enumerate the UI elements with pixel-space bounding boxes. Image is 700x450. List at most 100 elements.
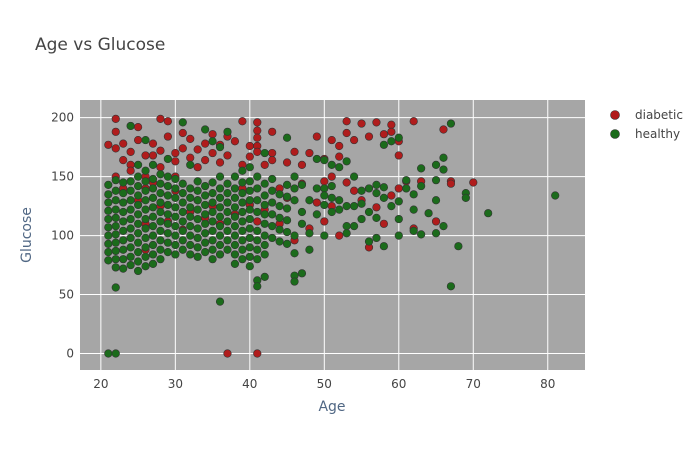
point-healthy: [178, 179, 187, 188]
point-diabetic: [193, 163, 202, 172]
point-healthy: [126, 186, 135, 195]
point-healthy: [446, 282, 456, 291]
point-diabetic: [469, 178, 478, 187]
point-healthy: [335, 163, 344, 172]
point-healthy: [364, 237, 374, 246]
point-healthy: [126, 214, 135, 224]
point-healthy: [163, 210, 172, 219]
point-healthy: [201, 229, 210, 238]
point-diabetic: [327, 172, 336, 181]
legend-item-healthy[interactable]: healthy: [610, 127, 681, 141]
point-healthy: [409, 226, 418, 235]
point-healthy: [171, 222, 180, 231]
y-tick-label: 50: [59, 288, 74, 302]
point-healthy: [156, 189, 165, 198]
point-healthy: [238, 207, 247, 217]
point-healthy: [148, 160, 158, 169]
point-diabetic: [163, 117, 172, 126]
point-healthy: [104, 198, 113, 207]
point-healthy: [238, 255, 247, 264]
point-healthy: [193, 252, 202, 261]
point-healthy: [171, 184, 180, 193]
y-tick-label: 150: [51, 170, 74, 184]
point-healthy: [148, 203, 158, 212]
point-healthy: [141, 166, 150, 175]
point-healthy: [111, 283, 120, 292]
point-healthy: [245, 163, 254, 172]
point-healthy: [171, 240, 180, 250]
point-healthy: [148, 259, 158, 268]
point-healthy: [111, 186, 120, 195]
point-diabetic: [245, 141, 254, 151]
point-healthy: [223, 245, 232, 254]
point-healthy: [148, 240, 158, 250]
point-healthy: [260, 240, 269, 250]
point-diabetic: [342, 128, 351, 138]
series-healthy: [104, 118, 560, 358]
point-healthy: [193, 214, 202, 224]
point-healthy: [193, 196, 202, 205]
legend-item-diabetic[interactable]: diabetic: [610, 108, 683, 122]
point-healthy: [119, 189, 128, 198]
point-healthy: [111, 196, 120, 205]
point-healthy: [253, 172, 262, 181]
point-healthy: [163, 154, 172, 164]
point-healthy: [282, 180, 292, 189]
point-diabetic: [171, 148, 180, 158]
point-healthy: [260, 272, 269, 281]
point-healthy: [379, 242, 388, 251]
point-healthy: [417, 181, 426, 191]
point-healthy: [126, 260, 135, 270]
point-healthy: [290, 231, 299, 240]
x-axis-ticks: 20 30 40 50 60 70 80: [93, 377, 555, 391]
point-diabetic: [156, 146, 165, 155]
y-tick-label: 100: [51, 229, 74, 243]
point-healthy: [379, 183, 388, 192]
point-diabetic: [268, 127, 277, 136]
point-healthy: [268, 222, 277, 231]
point-diabetic: [141, 151, 150, 160]
point-healthy: [357, 214, 366, 224]
point-diabetic: [372, 118, 381, 127]
point-healthy: [312, 210, 321, 219]
point-healthy: [215, 212, 225, 221]
point-diabetic: [253, 118, 262, 127]
point-diabetic: [148, 151, 158, 160]
point-healthy: [126, 243, 135, 252]
point-healthy: [163, 247, 172, 257]
point-healthy: [230, 259, 240, 268]
point-healthy: [126, 121, 135, 131]
point-diabetic: [223, 151, 232, 160]
point-healthy: [156, 170, 165, 179]
point-diabetic: [178, 144, 187, 153]
point-healthy: [238, 189, 247, 198]
legend[interactable]: diabetic healthy: [610, 108, 683, 141]
point-healthy: [178, 189, 187, 198]
x-tick-label: 80: [540, 377, 555, 391]
point-healthy: [215, 143, 225, 152]
point-diabetic: [104, 140, 113, 149]
point-healthy: [275, 213, 284, 223]
point-healthy: [372, 180, 381, 189]
point-healthy: [238, 217, 247, 226]
point-healthy: [141, 177, 150, 186]
point-healthy: [320, 231, 329, 240]
point-healthy: [297, 269, 307, 278]
point-healthy: [238, 236, 247, 245]
point-healthy: [364, 184, 374, 193]
point-healthy: [245, 205, 254, 214]
point-diabetic: [178, 128, 187, 138]
point-healthy: [133, 266, 143, 276]
point-diabetic: [208, 130, 217, 139]
point-healthy: [379, 193, 388, 202]
point-healthy: [223, 236, 232, 245]
point-healthy: [402, 176, 411, 185]
legend-label-diabetic: diabetic: [635, 108, 683, 122]
point-healthy: [282, 204, 292, 213]
point-healthy: [230, 212, 240, 221]
point-diabetic: [320, 217, 329, 226]
point-healthy: [111, 263, 120, 272]
point-healthy: [223, 207, 232, 217]
point-healthy: [260, 191, 269, 200]
point-healthy: [208, 226, 217, 235]
